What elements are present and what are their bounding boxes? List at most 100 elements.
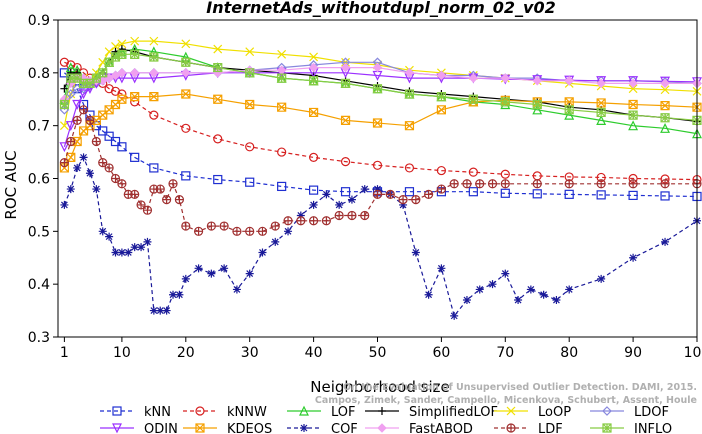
y-axis-label: ROC AUC (2, 150, 20, 219)
data-point (309, 52, 319, 62)
data-point (149, 306, 158, 315)
data-point (532, 76, 542, 86)
series-line (63, 93, 698, 169)
data-point (500, 169, 510, 179)
y-tick-label: 0.4 (28, 277, 50, 293)
data-point (73, 163, 82, 172)
data-point (436, 92, 446, 102)
data-point (334, 210, 344, 221)
legend-label: ODIN (144, 422, 178, 434)
data-point (340, 78, 351, 88)
data-point (628, 110, 638, 120)
y-tick-label: 0.8 (28, 66, 50, 82)
legend-item: FastABOD (365, 422, 473, 434)
data-point (462, 179, 472, 189)
data-point (193, 226, 204, 236)
data-point (660, 100, 670, 111)
legend-item: KDEOS (183, 422, 272, 434)
data-point (117, 49, 127, 59)
legend-marker (299, 405, 309, 416)
data-point (424, 189, 434, 199)
y-tick-label: 0.9 (28, 13, 50, 29)
legend-marker (506, 423, 516, 433)
data-point (564, 109, 575, 120)
data-point (660, 113, 670, 123)
data-point (72, 99, 83, 110)
y-tick-label: 0.7 (28, 119, 50, 135)
data-point (110, 52, 121, 62)
data-point (59, 142, 70, 153)
x-tick-label: 10 (113, 345, 131, 361)
data-point (59, 158, 69, 168)
data-point (468, 94, 478, 104)
data-point (65, 121, 76, 132)
data-point (181, 57, 191, 67)
data-point (661, 237, 670, 246)
data-point (500, 188, 510, 198)
data-point (296, 211, 305, 220)
data-point (340, 156, 351, 167)
data-point (449, 179, 459, 189)
data-point (404, 68, 415, 78)
data-point (629, 253, 638, 262)
data-point (98, 227, 107, 236)
legend-label: FastABOD (409, 422, 473, 434)
data-point (136, 200, 146, 210)
x-tick-label: 30 (241, 345, 259, 361)
data-point (277, 147, 287, 157)
data-point (162, 306, 171, 315)
credit-line-1: Campos, Zimek, Sander, Campello, Micenko… (315, 395, 697, 406)
data-point (660, 85, 670, 95)
data-point (130, 97, 140, 107)
data-point (596, 190, 606, 200)
legend-item: kNN (100, 405, 171, 420)
data-point (117, 248, 126, 257)
data-point (436, 184, 447, 194)
data-point (526, 285, 535, 294)
data-point (213, 44, 223, 54)
legend-item: LDF (494, 422, 563, 434)
data-point (117, 142, 127, 152)
data-point (488, 280, 497, 289)
y-tick-label: 0.5 (28, 224, 50, 240)
data-point (628, 78, 638, 89)
data-point (213, 134, 223, 144)
data-point (309, 200, 318, 209)
data-point (500, 179, 510, 189)
data-point (213, 174, 223, 185)
data-point (245, 226, 255, 236)
legend-marker (378, 407, 386, 415)
data-point (404, 121, 415, 131)
legend-marker (377, 423, 387, 433)
data-point (564, 105, 574, 115)
data-point (181, 171, 191, 181)
data-point (245, 68, 255, 78)
legend-item: kNNW (183, 405, 267, 420)
data-point (149, 68, 159, 78)
legend-label: LoOP (538, 405, 571, 420)
data-point (219, 221, 229, 231)
data-point (130, 152, 140, 162)
data-point (129, 68, 140, 78)
data-point (110, 70, 121, 81)
data-point (436, 105, 446, 115)
data-point (597, 274, 606, 283)
series-line (63, 156, 698, 318)
legend-item: ODIN (100, 422, 178, 434)
data-point (335, 200, 344, 209)
legend-label: COF (331, 422, 358, 434)
data-point (399, 200, 408, 209)
data-point (277, 102, 287, 112)
data-point (360, 210, 370, 221)
data-point (60, 84, 69, 93)
data-point (284, 227, 293, 236)
data-point (450, 311, 459, 320)
legend-item: SimplifiedLOF (365, 405, 498, 420)
data-point (104, 163, 114, 173)
data-point (130, 189, 140, 199)
data-point (539, 290, 548, 299)
data-point (468, 167, 478, 177)
data-point (130, 243, 139, 252)
y-tick-label: 0.6 (28, 172, 50, 188)
data-point (487, 179, 498, 189)
